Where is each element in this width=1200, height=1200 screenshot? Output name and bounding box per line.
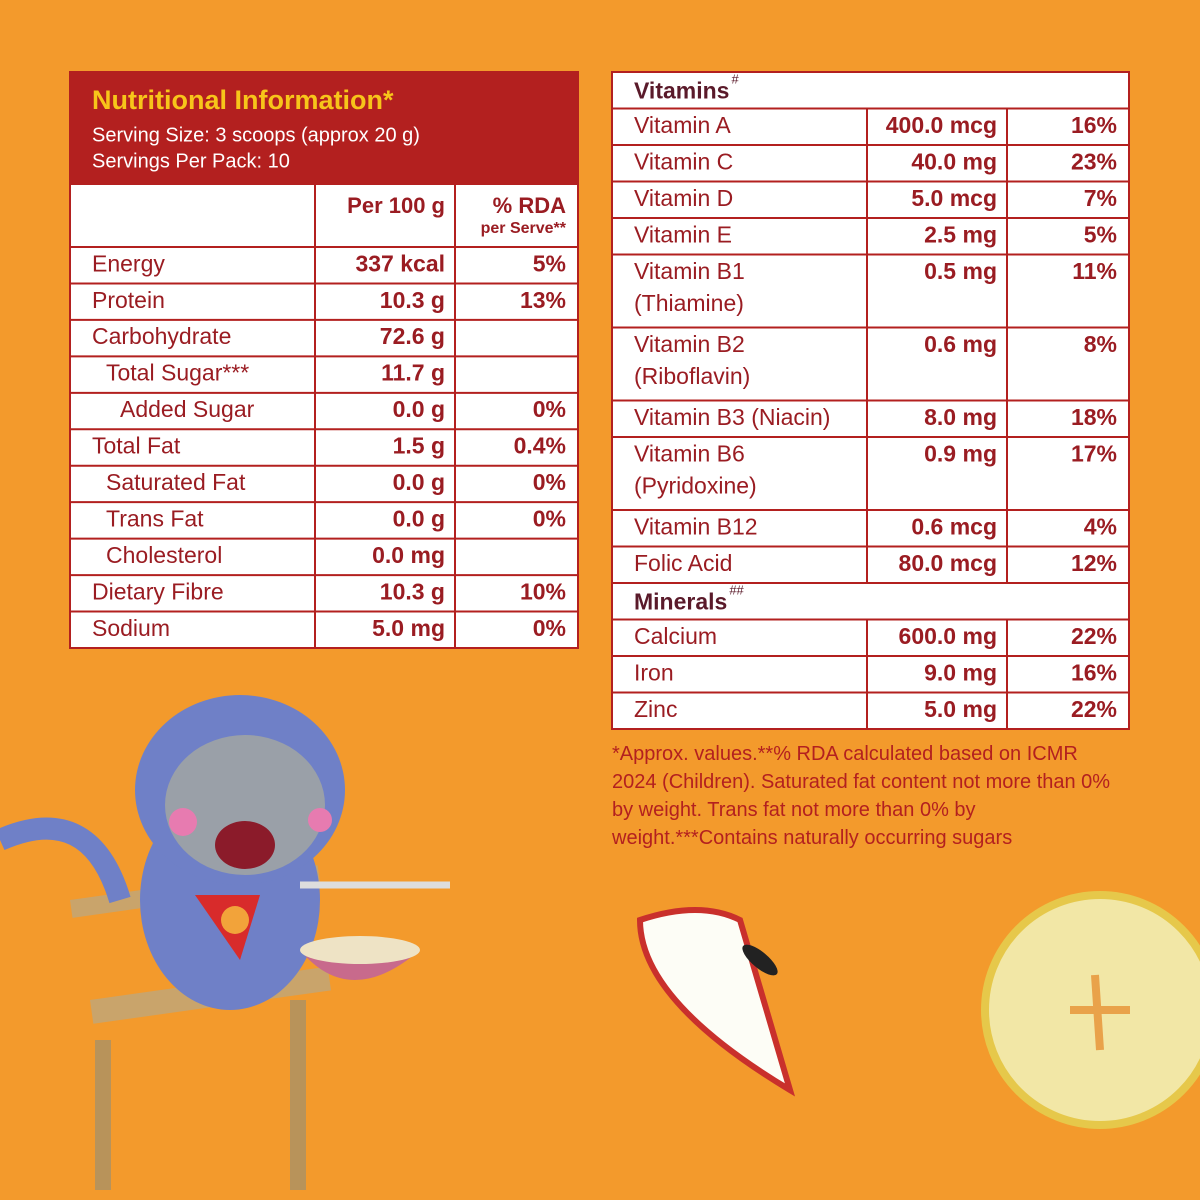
footnote: *Approx. values.**% RDA calculated based… — [612, 743, 1111, 849]
row-label: Protein — [92, 287, 165, 313]
row-value: 600.0 mg — [899, 623, 997, 649]
row-value: 1.5 g — [393, 433, 445, 459]
row-value: 72.6 g — [380, 323, 445, 349]
row-rda: 22% — [1071, 696, 1117, 722]
row-label: Energy — [92, 250, 165, 276]
section-title: Minerals — [634, 588, 727, 614]
row-value: 80.0 mcg — [899, 550, 997, 576]
row-label: Iron — [634, 659, 674, 685]
row-label: Cholesterol — [106, 542, 222, 568]
row-value: 337 kcal — [355, 250, 445, 276]
row-rda: 5% — [1084, 221, 1117, 247]
row-rda: 16% — [1071, 112, 1117, 138]
row-value: 0.9 mg — [924, 440, 997, 466]
row-value: 9.0 mg — [924, 659, 997, 685]
row-value: 11.7 g — [381, 360, 445, 386]
row-label: Vitamin B6 — [634, 440, 745, 466]
row-label: Vitamin C — [634, 148, 733, 174]
row-rda: 17% — [1071, 440, 1117, 466]
row-label: Folic Acid — [634, 550, 732, 576]
row-value: 0.6 mg — [924, 331, 997, 357]
section-title: Vitamins — [634, 77, 729, 103]
row-value: 0.0 g — [393, 469, 445, 495]
row-label: (Riboflavin) — [634, 363, 750, 389]
row-label: Vitamin E — [634, 221, 732, 247]
row-value: 5.0 mg — [372, 615, 445, 641]
table-title: Nutritional Information* — [92, 85, 394, 115]
row-label: (Pyridoxine) — [634, 472, 757, 498]
row-value: 0.0 g — [393, 505, 445, 531]
row-label: Zinc — [634, 696, 677, 722]
row-rda: 8% — [1084, 331, 1117, 357]
row-rda: 18% — [1071, 404, 1117, 430]
row-label: Vitamin B1 — [634, 258, 745, 284]
row-value: 5.0 mcg — [911, 185, 997, 211]
row-rda: 16% — [1071, 659, 1117, 685]
row-label: (Thiamine) — [634, 290, 744, 316]
section-mark: # — [731, 71, 739, 86]
row-rda: 10% — [520, 578, 566, 604]
illustration — [0, 695, 1200, 1190]
row-label: Total Sugar*** — [106, 360, 249, 386]
row-value: 400.0 mcg — [886, 112, 997, 138]
header-band — [70, 72, 578, 185]
row-value: 0.0 g — [393, 396, 445, 422]
row-value: 0.5 mg — [924, 258, 997, 284]
row-value: 5.0 mg — [924, 696, 997, 722]
row-rda: 13% — [520, 287, 566, 313]
row-label: Carbohydrate — [92, 323, 231, 349]
row-label: Vitamin A — [634, 112, 731, 138]
row-value: 0.6 mcg — [911, 513, 997, 539]
col-header: % RDA — [493, 193, 566, 218]
row-rda: 11% — [1072, 258, 1117, 284]
row-value: 40.0 mg — [911, 148, 997, 174]
row-label: Vitamin B3 (Niacin) — [634, 404, 830, 430]
row-label: Sodium — [92, 615, 170, 641]
row-rda: 7% — [1084, 185, 1117, 211]
col-header: per Serve** — [481, 220, 567, 237]
row-rda: 0% — [533, 396, 566, 422]
row-rda: 12% — [1071, 550, 1117, 576]
row-label: Vitamin B12 — [634, 513, 758, 539]
row-rda: 4% — [1084, 513, 1117, 539]
col-header: Per 100 g — [347, 193, 445, 218]
row-label: Vitamin B2 — [634, 331, 745, 357]
row-rda: 0% — [533, 615, 566, 641]
row-rda: 23% — [1071, 148, 1117, 174]
row-rda: 0% — [533, 505, 566, 531]
servings-per-pack: Servings Per Pack: 10 — [92, 150, 290, 172]
row-value: 2.5 mg — [924, 221, 997, 247]
row-label: Trans Fat — [106, 505, 204, 531]
row-rda: 22% — [1071, 623, 1117, 649]
row-rda: 0.4% — [514, 433, 566, 459]
row-label: Total Fat — [92, 433, 181, 459]
row-value: 10.3 g — [380, 578, 445, 604]
row-value: 0.0 mg — [372, 542, 445, 568]
serving-size: Serving Size: 3 scoops (approx 20 g) — [92, 124, 420, 146]
row-value: 10.3 g — [380, 287, 445, 313]
section-mark: ## — [729, 582, 744, 597]
row-label: Added Sugar — [120, 396, 255, 422]
row-label: Calcium — [634, 623, 717, 649]
row-label: Vitamin D — [634, 185, 733, 211]
row-rda: 5% — [533, 250, 566, 276]
row-label: Dietary Fibre — [92, 578, 224, 604]
row-value: 8.0 mg — [924, 404, 997, 430]
row-rda: 0% — [533, 469, 566, 495]
row-label: Saturated Fat — [106, 469, 246, 495]
